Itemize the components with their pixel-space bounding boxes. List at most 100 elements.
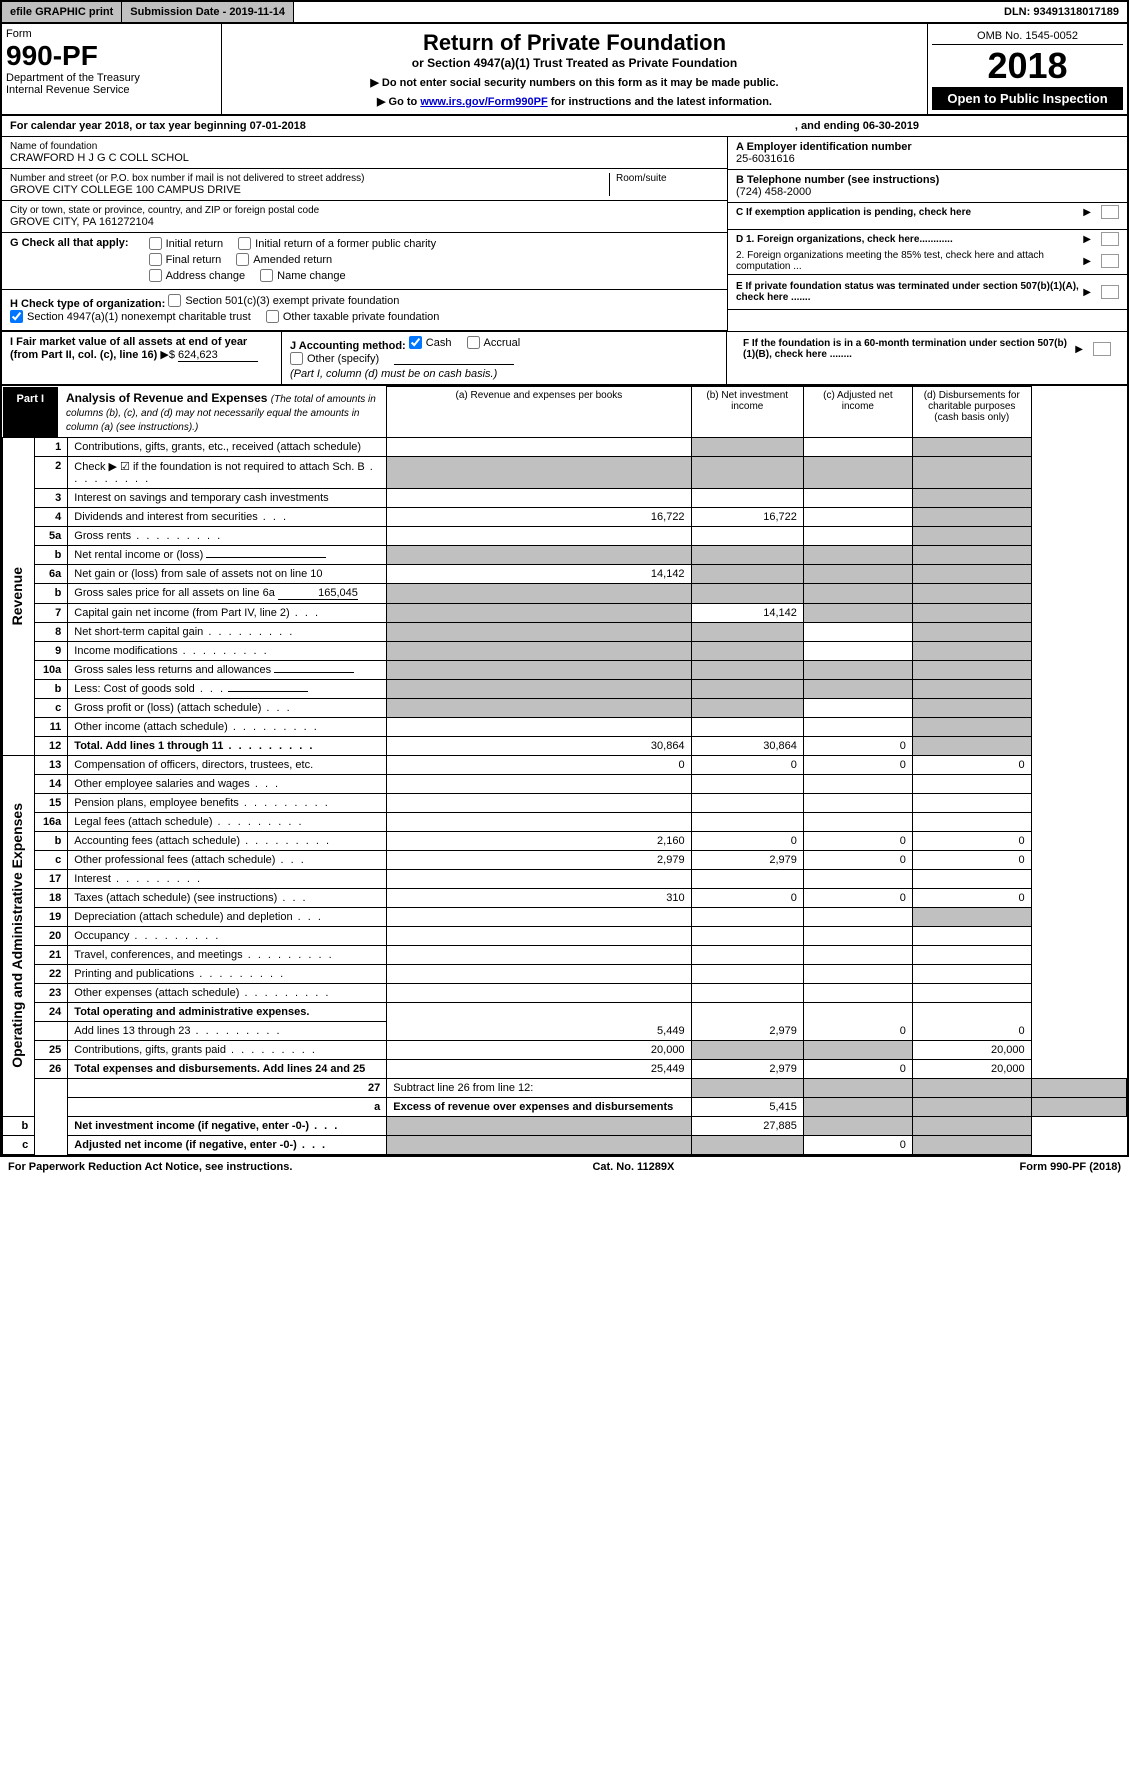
g-checks: G Check all that apply: Initial return I… bbox=[2, 233, 727, 290]
addr-value: GROVE CITY COLLEGE 100 CAMPUS DRIVE bbox=[10, 184, 609, 196]
chk-amended[interactable] bbox=[236, 253, 249, 266]
amt: 0 bbox=[803, 755, 912, 774]
chk-initial-lbl: Initial return bbox=[166, 238, 223, 250]
col-b-header: (b) Net investment income bbox=[691, 387, 803, 438]
calendar-year-row: For calendar year 2018, or tax year begi… bbox=[2, 116, 1127, 137]
arrow-icon: ▶ bbox=[1083, 287, 1091, 298]
chk-accrual-lbl: Accrual bbox=[484, 337, 521, 349]
ein-value: 25-6031616 bbox=[736, 153, 1119, 165]
amt: 2,979 bbox=[691, 1059, 803, 1078]
chk-addr-change[interactable] bbox=[149, 269, 162, 282]
f-checkbox[interactable] bbox=[1093, 342, 1111, 356]
line-num: 26 bbox=[35, 1059, 68, 1078]
part1-desc: Analysis of Revenue and Expenses (The to… bbox=[58, 387, 386, 437]
chk-initial[interactable] bbox=[149, 237, 162, 250]
line-desc: Less: Cost of goods sold bbox=[68, 679, 387, 698]
form-document: efile GRAPHIC print Submission Date - 20… bbox=[0, 0, 1129, 1157]
entity-right: A Employer identification number 25-6031… bbox=[727, 137, 1127, 331]
chk-accrual[interactable] bbox=[467, 336, 480, 349]
line-desc: Add lines 13 through 23 bbox=[68, 1021, 387, 1040]
line-desc: Travel, conferences, and meetings bbox=[68, 945, 387, 964]
cal-begin: For calendar year 2018, or tax year begi… bbox=[10, 120, 306, 132]
c-checkbox[interactable] bbox=[1101, 205, 1119, 219]
line-num: 21 bbox=[35, 945, 68, 964]
tel-label: B Telephone number (see instructions) bbox=[736, 174, 1119, 186]
chk-cash-lbl: Cash bbox=[426, 337, 452, 349]
line-num: b bbox=[3, 1116, 35, 1135]
d2-checkbox[interactable] bbox=[1101, 254, 1119, 268]
name-label: Name of foundation bbox=[10, 141, 719, 152]
note-link: ▶ Go to www.irs.gov/Form990PF for instru… bbox=[228, 95, 921, 108]
cal-end: , and ending 06-30-2019 bbox=[795, 120, 919, 132]
d1-label: D 1. Foreign organizations, check here..… bbox=[736, 234, 1079, 245]
line-num: 6a bbox=[35, 564, 68, 583]
chk-4947[interactable] bbox=[10, 310, 23, 323]
line-desc: Adjusted net income (if negative, enter … bbox=[68, 1135, 387, 1154]
amt: 0 bbox=[912, 831, 1031, 850]
line-num: 11 bbox=[35, 717, 68, 736]
line-desc: Gross sales less returns and allowances bbox=[68, 660, 387, 679]
note2-pre: ▶ Go to bbox=[377, 96, 420, 108]
c-label: C If exemption application is pending, c… bbox=[736, 207, 1079, 218]
chk-other-acct[interactable] bbox=[290, 352, 303, 365]
col-a-header: (a) Revenue and expenses per books bbox=[387, 387, 691, 438]
amt: 20,000 bbox=[912, 1059, 1031, 1078]
chk-initial-former[interactable] bbox=[238, 237, 251, 250]
line-desc: Gross profit or (loss) (attach schedule) bbox=[68, 698, 387, 717]
line-num: 2 bbox=[35, 456, 68, 488]
line-desc: Pension plans, employee benefits bbox=[68, 793, 387, 812]
form-number: 990-PF bbox=[6, 40, 217, 72]
addr-cell: Number and street (or P.O. box number if… bbox=[2, 169, 727, 201]
d1-checkbox[interactable] bbox=[1101, 232, 1119, 246]
omb-label: OMB No. 1545-0052 bbox=[932, 28, 1123, 45]
amt: 0 bbox=[803, 1059, 912, 1078]
line-desc: Gross sales price for all assets on line… bbox=[68, 583, 387, 603]
line-desc: Taxes (attach schedule) (see instruction… bbox=[68, 888, 387, 907]
form-title: Return of Private Foundation bbox=[228, 30, 921, 56]
tel-cell: B Telephone number (see instructions) (7… bbox=[728, 170, 1127, 203]
irs-label: Internal Revenue Service bbox=[6, 84, 217, 96]
e-checkbox[interactable] bbox=[1101, 285, 1119, 299]
part1-table: Part I Analysis of Revenue and Expenses … bbox=[2, 386, 1127, 1155]
line-desc: Subtract line 26 from line 12: bbox=[387, 1078, 691, 1097]
chk-final-lbl: Final return bbox=[166, 254, 222, 266]
tel-value: (724) 458-2000 bbox=[736, 186, 1119, 198]
line-num: b bbox=[35, 831, 68, 850]
amt: 0 bbox=[803, 831, 912, 850]
amt: 0 bbox=[803, 1135, 912, 1154]
line-num: c bbox=[3, 1135, 35, 1154]
line-num: 4 bbox=[35, 507, 68, 526]
j-label: J Accounting method: bbox=[290, 340, 406, 352]
line-num: 13 bbox=[35, 755, 68, 774]
chk-cash[interactable] bbox=[409, 336, 422, 349]
chk-other-tax[interactable] bbox=[266, 310, 279, 323]
line-desc: Other employee salaries and wages bbox=[68, 774, 387, 793]
line-num: 1 bbox=[35, 437, 68, 456]
side-revenue: Revenue bbox=[3, 437, 35, 755]
chk-501c3[interactable] bbox=[168, 294, 181, 307]
irs-link[interactable]: www.irs.gov/Form990PF bbox=[420, 96, 547, 108]
line-num: c bbox=[35, 850, 68, 869]
line-desc: Other expenses (attach schedule) bbox=[68, 983, 387, 1002]
d2-label: 2. Foreign organizations meeting the 85%… bbox=[736, 250, 1079, 272]
amt: 0 bbox=[691, 755, 803, 774]
line-desc: Total expenses and disbursements. Add li… bbox=[68, 1059, 387, 1078]
chk-name-change[interactable] bbox=[260, 269, 273, 282]
col-c-header: (c) Adjusted net income bbox=[803, 387, 912, 438]
chk-amended-lbl: Amended return bbox=[253, 254, 332, 266]
dln-label: DLN: 93491318017189 bbox=[996, 2, 1127, 22]
line-num: 23 bbox=[35, 983, 68, 1002]
amt: 0 bbox=[691, 888, 803, 907]
chk-501c3-lbl: Section 501(c)(3) exempt private foundat… bbox=[185, 295, 399, 307]
city-cell: City or town, state or province, country… bbox=[2, 201, 727, 233]
line-desc: Depreciation (attach schedule) and deple… bbox=[68, 907, 387, 926]
line-desc: Occupancy bbox=[68, 926, 387, 945]
chk-addr-change-lbl: Address change bbox=[166, 270, 246, 282]
chk-final[interactable] bbox=[149, 253, 162, 266]
name-value: CRAWFORD H J G C COLL SCHOL bbox=[10, 152, 719, 164]
arrow-icon: ▶ bbox=[1083, 234, 1091, 245]
ein-label: A Employer identification number bbox=[736, 141, 1119, 153]
line-num: 27 bbox=[68, 1078, 387, 1097]
amt: 310 bbox=[387, 888, 691, 907]
form-word: Form bbox=[6, 28, 217, 40]
